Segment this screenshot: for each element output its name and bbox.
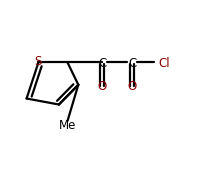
Text: C: C: [128, 57, 136, 70]
Text: C: C: [98, 57, 106, 70]
Text: O: O: [128, 80, 137, 93]
Text: Me: Me: [59, 119, 76, 132]
Text: Cl: Cl: [158, 57, 170, 70]
Text: O: O: [97, 80, 107, 93]
Text: S: S: [35, 55, 42, 68]
